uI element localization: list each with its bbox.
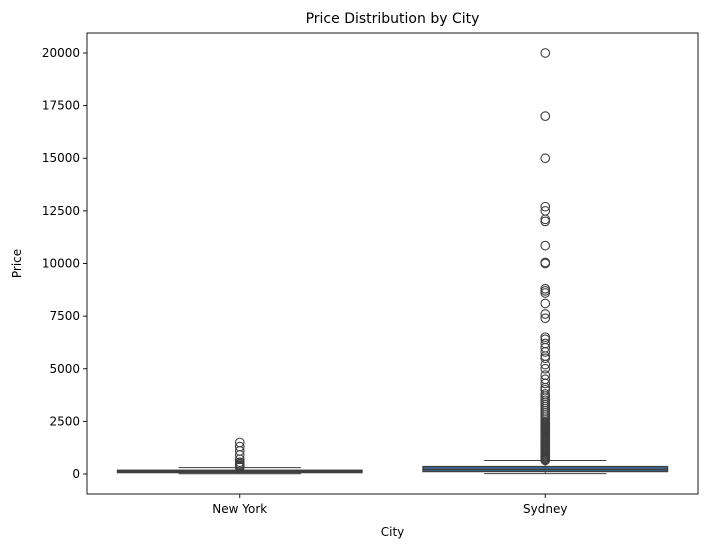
y-axis-title: Price <box>10 249 24 278</box>
y-tick-label: 10000 <box>42 257 80 271</box>
outlier-point <box>540 338 551 349</box>
outlier-point <box>234 437 245 448</box>
x-tick-label: New York <box>212 502 267 516</box>
outlier-point <box>540 363 551 374</box>
x-tick-label: Sydney <box>523 502 567 516</box>
outlier-point <box>540 283 551 294</box>
x-axis: New York Sydney <box>212 494 567 516</box>
outlier-point <box>540 374 551 385</box>
outlier-point <box>540 111 551 121</box>
y-tick-label: 7500 <box>49 309 80 323</box>
outlier-point <box>540 48 551 58</box>
y-tick-label: 17500 <box>42 99 80 113</box>
plot-frame <box>86 32 699 495</box>
outlier-point <box>540 214 551 225</box>
y-axis: 0 2500 5000 7500 10000 12500 15000 17500 20000 <box>42 46 87 481</box>
outlier-point <box>540 389 551 399</box>
y-tick-label: 15000 <box>42 151 80 165</box>
outlier-point <box>234 441 245 452</box>
y-tick-label: 5000 <box>49 362 80 376</box>
outlier-point <box>540 216 551 227</box>
outlier-point <box>540 298 551 309</box>
outlier-point <box>540 257 551 268</box>
x-axis-title: City <box>381 525 405 539</box>
outlier-point <box>540 240 551 251</box>
y-tick-label: 0 <box>72 467 80 481</box>
outlier-point <box>540 286 551 296</box>
outlier-point <box>540 309 551 319</box>
outlier-point <box>540 332 551 343</box>
outlier-point <box>540 370 551 380</box>
chart-title: Price Distribution by City <box>306 11 480 27</box>
y-tick-label: 12500 <box>42 204 80 218</box>
outlier-point <box>234 457 245 468</box>
plot-area <box>86 32 699 495</box>
outlier-point <box>540 313 551 324</box>
y-tick-label: 20000 <box>42 46 80 60</box>
outlier-point <box>540 201 551 212</box>
outlier-point <box>540 153 551 164</box>
outlier-point <box>540 206 551 216</box>
y-tick-label: 2500 <box>49 414 80 428</box>
